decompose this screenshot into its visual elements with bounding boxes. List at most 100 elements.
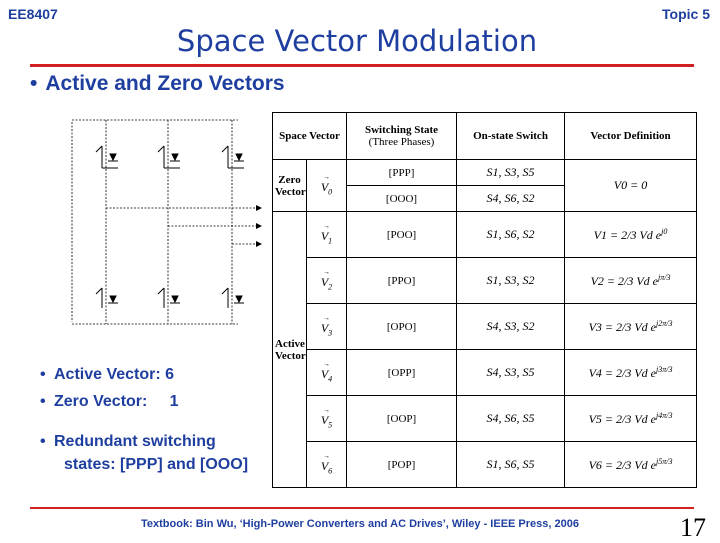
lower-switch-b [157, 287, 180, 308]
table-row: Active Vector → V1 [POO] S1, S6, S2 V1 = 2/3 … [272, 211, 698, 488]
switching-state-cell: [PPO] [346, 257, 458, 304]
on-state-switch-cell: S4, S6, S5 [456, 395, 566, 442]
bullet-icon: • [40, 393, 46, 410]
definition-exponent: j5π/3 [656, 456, 673, 466]
table-row: → V4 [OPP] S4, S3, S5 V4 = 2/3 Vd ej3π/3 [273, 349, 698, 396]
vector-symbol-cell: → V2 [305, 257, 348, 304]
table-row: → V6 [POP] S1, S6, S5 V6 = 2/3 Vd ej5π/3 [273, 441, 698, 488]
bottom-divider [30, 507, 694, 509]
vector-index: 1 [328, 236, 333, 246]
on-state-switch-cell: S1, S6, S2 [456, 211, 566, 258]
vector-arrow-icon: → [323, 173, 330, 182]
vector-index: 6 [328, 466, 333, 476]
switching-state-cell: [POP] [346, 441, 458, 488]
vector-definition-cell: V3 = 2/3 Vd ej2π/3 [564, 303, 698, 350]
table-header-row: Space Vector Switching State (Three Phas… [271, 112, 698, 160]
vector-symbol: → V3 [309, 314, 344, 338]
switching-state-cell: [OPP] [346, 349, 458, 396]
lower-switch-c [221, 287, 244, 308]
switching-state-cell: [OOO] [346, 185, 458, 212]
header-on-state: On-state Switch [456, 112, 566, 160]
vector-symbol-cell: → V0 [305, 159, 348, 212]
note-redundant-text-2: states: [PPP] and [OOO] [64, 456, 249, 473]
definition-lhs: V3 = [588, 319, 616, 334]
vector-arrow-icon: → [323, 452, 330, 461]
definition-coeff: 2/3 Vd e [616, 319, 656, 334]
switching-state-cell: [OPO] [346, 303, 458, 350]
definition-coeff: 2/3 Vd e [616, 457, 656, 472]
upper-switch-a [95, 145, 118, 169]
definition-lhs: V2 = [590, 273, 618, 288]
definition-coeff: 2/3 Vd e [616, 365, 656, 380]
definition-coeff: 2/3 Vd e [621, 227, 662, 242]
space-vector-table: Space Vector Switching State (Three Phas… [271, 112, 698, 488]
header-definition: Vector Definition [564, 112, 698, 160]
vector-symbol-cell: → V1 [305, 211, 348, 258]
vector-index: 0 [328, 187, 333, 197]
output-arrow-icon [256, 241, 262, 247]
on-state-switch-cell: S4, S6, S2 [456, 185, 566, 212]
note-redundant-text-1: Redundant switching [54, 433, 216, 450]
definition-lhs: V6 = [588, 457, 616, 472]
definition-exponent: j0 [661, 226, 668, 236]
vector-symbol: → V5 [309, 406, 344, 430]
vector-definition-cell: V2 = 2/3 Vd ejπ/3 [564, 257, 698, 304]
vector-index: 3 [328, 328, 333, 338]
page-number: 17 [680, 513, 706, 542]
on-state-switch-cell: S1, S3, S2 [456, 257, 566, 304]
note-zero-text: Zero Vector: 1 [54, 393, 179, 410]
section-heading: • Active and Zero Vectors [30, 72, 285, 96]
bullet-icon: • [40, 433, 46, 450]
note-zero: • Zero Vector: 1 [40, 393, 178, 411]
table-row: → V2 [PPO] S1, S3, S2 V2 = 2/3 Vd ejπ/3 [273, 257, 698, 304]
topic-label: Topic 5 [662, 6, 710, 22]
switching-state-cell: [OOP] [346, 395, 458, 442]
vector-definition-cell: V5 = 2/3 Vd ej4π/3 [564, 395, 698, 442]
vector-arrow-icon: → [323, 360, 330, 369]
header-space-vector: Space Vector [271, 112, 348, 160]
zero-definition-cell: V0 = 0 [564, 159, 698, 212]
table-row: Zero Vector → V0 [PPP] S1, S3, S5 V0 = 0 [272, 159, 698, 212]
upper-switch-c [221, 145, 244, 169]
definition-exponent: j2π/3 [656, 318, 673, 328]
lower-switch-a [95, 287, 118, 308]
section-heading-text: Active and Zero Vectors [45, 72, 285, 95]
definition-coeff: 2/3 Vd e [618, 273, 658, 288]
vector-symbol-cell: → V6 [305, 441, 348, 488]
definition-exponent: j4π/3 [656, 410, 673, 420]
note-redundant-cont: states: [PPP] and [OOO] [64, 456, 248, 474]
note-active-text: Active Vector: 6 [54, 366, 175, 383]
table-row: → V3 [OPO] S4, S3, S2 V3 = 2/3 Vd ej2π/3 [273, 303, 698, 350]
table-row: → V5 [OOP] S4, S6, S5 V5 = 2/3 Vd ej4π/3 [273, 395, 698, 442]
note-redundant: • Redundant switching [40, 433, 216, 451]
bullet-icon: • [30, 72, 38, 95]
header-switching-state-text: Switching State [365, 124, 439, 136]
output-arrow-icon [256, 205, 262, 211]
vector-symbol: → V2 [309, 268, 344, 292]
output-arrow-icon [256, 223, 262, 229]
vector-arrow-icon: → [323, 314, 330, 323]
vector-symbol: → V1 [309, 222, 344, 246]
inverter-circuit-diagram [71, 119, 262, 325]
vector-symbol: → V0 [309, 173, 344, 197]
vector-arrow-icon: → [323, 222, 330, 231]
header-switching-state-sub: (Three Phases) [368, 136, 435, 148]
top-divider [30, 64, 694, 67]
switching-state-cell: [PPP] [346, 159, 458, 186]
definition-lhs: V5 = [588, 411, 616, 426]
switching-state-cell: [POO] [346, 211, 458, 258]
vector-arrow-icon: → [323, 268, 330, 277]
course-code: EE8407 [8, 6, 58, 22]
vector-arrow-icon: → [323, 406, 330, 415]
slide-title: Space Vector Modulation [0, 24, 720, 58]
vector-symbol: → V4 [309, 360, 344, 384]
vector-index: 4 [328, 374, 333, 384]
table-row: [OOO] S4, S6, S2 [273, 185, 697, 212]
definition-coeff: 2/3 Vd e [616, 411, 656, 426]
vector-symbol-cell: → V3 [305, 303, 348, 350]
on-state-switch-cell: S4, S3, S2 [456, 303, 566, 350]
vector-definition-cell: V1 = 2/3 Vd ej0 [564, 211, 698, 258]
vector-index: 5 [328, 420, 333, 430]
vector-symbol-cell: → V5 [305, 395, 348, 442]
vector-symbol: → V6 [309, 452, 344, 476]
